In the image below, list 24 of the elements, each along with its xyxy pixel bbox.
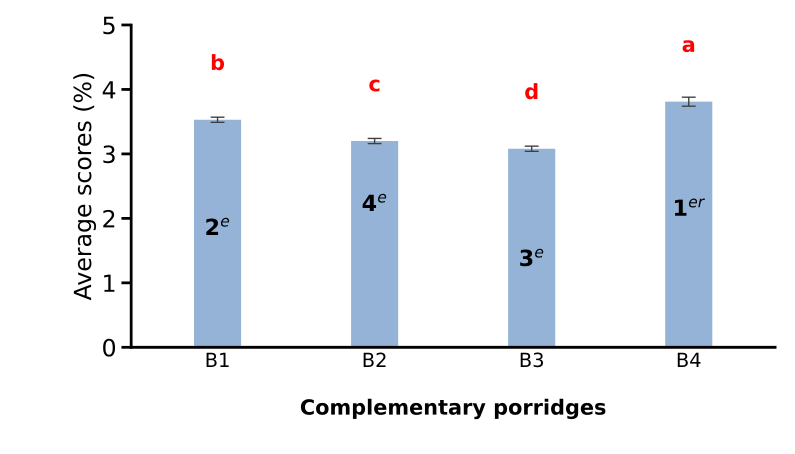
x-tick-label: B3	[520, 352, 543, 368]
annotation: 3$^{e}$	[520, 248, 544, 266]
y-axis-title: Average scores (%)	[73, 74, 96, 300]
y-tick-label: 2	[103, 210, 114, 228]
x-tick-label: B2	[364, 352, 386, 367]
annotation: 4$^{e}$	[362, 194, 386, 211]
annotation: a	[682, 40, 694, 52]
x-tick-label: B1	[206, 352, 229, 367]
bar	[351, 141, 398, 348]
y-tick-label: 0	[103, 338, 116, 357]
x-tick-label: B4	[678, 352, 701, 367]
y-tick-label: 1	[104, 274, 114, 292]
annotation: d	[525, 83, 538, 100]
bar	[194, 120, 242, 348]
y-tick-label: 4	[102, 81, 116, 98]
y-tick-label: 3	[103, 145, 115, 164]
annotation: b	[212, 54, 224, 70]
x-axis-title: Complementary porridges	[300, 398, 606, 420]
annotation: c	[369, 80, 380, 92]
annotation: 2$^{e}$	[206, 218, 230, 235]
annotation: 1$^{er}$	[675, 198, 705, 216]
y-tick-label: 5	[103, 16, 115, 34]
bar	[665, 102, 712, 348]
bar	[508, 148, 556, 348]
